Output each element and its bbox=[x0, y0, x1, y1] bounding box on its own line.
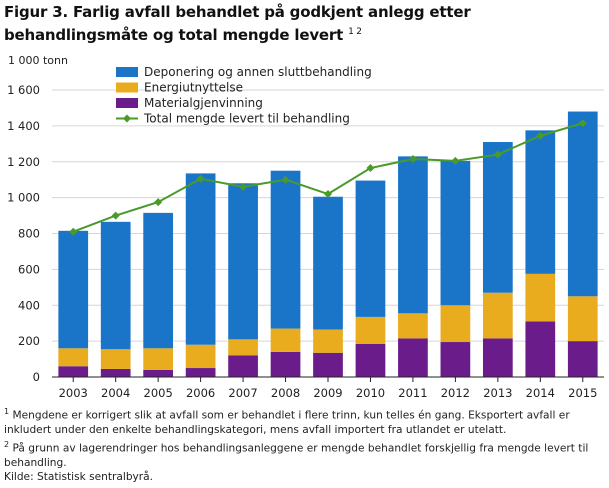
total-point-2008 bbox=[281, 175, 290, 184]
bar-energi-2010 bbox=[355, 316, 386, 344]
bar-deponering-2011 bbox=[398, 156, 428, 314]
bar-material-2014 bbox=[525, 321, 556, 377]
total-point-2007 bbox=[239, 182, 248, 191]
title-footnote-refs: 1 2 bbox=[348, 27, 362, 37]
axes: 0 200 400 600 800 1 000 1 200 1 400 1 600 2003 200… bbox=[7, 83, 604, 400]
source-note: Kilde: Statistisk sentralbyrå. bbox=[4, 471, 154, 484]
bar-deponering-2010 bbox=[355, 180, 386, 317]
chart-title: Figur 3. Farlig avfall behandlet på godk… bbox=[4, 3, 471, 44]
legend-swatch-material bbox=[116, 98, 138, 108]
bar-material-2010 bbox=[355, 343, 386, 377]
total-point-2006 bbox=[196, 174, 205, 183]
total-point-2012 bbox=[451, 156, 460, 165]
bar-deponering-2004 bbox=[100, 221, 131, 350]
x-tick-label: 2012 bbox=[441, 386, 470, 400]
total-point-2013 bbox=[493, 150, 502, 159]
x-tick-label: 2011 bbox=[398, 386, 427, 400]
bar-material-2009 bbox=[313, 352, 343, 377]
legend-label: Energiutnyttelse bbox=[144, 81, 243, 95]
legend-swatch-marker bbox=[123, 114, 131, 123]
legend: Deponering og annen sluttbehandling Energ… bbox=[116, 65, 372, 126]
x-tick-label: 2009 bbox=[313, 386, 342, 400]
bar-material-2005 bbox=[143, 369, 174, 377]
stacked-bar-chart: 0 200 400 600 800 1 000 1 200 1 400 1 600 2003 200… bbox=[7, 65, 604, 400]
total-point-2009 bbox=[324, 190, 332, 199]
bar-material-2015 bbox=[567, 341, 598, 377]
bar-material-2007 bbox=[228, 355, 258, 377]
y-tick-label: 0 bbox=[33, 370, 40, 384]
x-tick-label: 2014 bbox=[526, 386, 555, 400]
x-tick-label: 2003 bbox=[59, 386, 88, 400]
bar-deponering-2007 bbox=[228, 183, 258, 340]
bar-energi-2007 bbox=[228, 339, 258, 356]
bar-energi-2015 bbox=[567, 296, 598, 342]
bar-material-2011 bbox=[398, 338, 428, 377]
bar-material-2004 bbox=[100, 368, 131, 377]
bar-deponering-2008 bbox=[270, 170, 301, 329]
total-point-2011 bbox=[408, 155, 417, 164]
y-tick-label: 1 000 bbox=[7, 191, 40, 205]
bar-deponering-2013 bbox=[482, 142, 513, 293]
bar-energi-2003 bbox=[58, 348, 89, 367]
legend-label: Deponering og annen sluttbehandling bbox=[144, 65, 372, 79]
legend-swatch-energi bbox=[116, 82, 138, 93]
bar-energi-2013 bbox=[482, 292, 513, 339]
y-tick-label: 1 600 bbox=[7, 83, 40, 97]
bar-material-2013 bbox=[482, 338, 513, 377]
bar-material-2008 bbox=[270, 351, 301, 377]
total-point-2014 bbox=[536, 131, 545, 140]
bar-energi-2014 bbox=[525, 273, 556, 322]
bar-deponering-2014 bbox=[525, 130, 556, 274]
bar-energi-2005 bbox=[143, 348, 174, 370]
y-tick-label: 1 400 bbox=[7, 119, 40, 133]
bar-deponering-2015 bbox=[567, 111, 598, 297]
y-tick-label: 400 bbox=[18, 298, 40, 312]
bar-energi-2012 bbox=[440, 305, 471, 343]
bar-energi-2011 bbox=[398, 313, 428, 339]
bar-deponering-2005 bbox=[143, 212, 174, 349]
legend-swatch-deponering bbox=[116, 67, 138, 77]
bar-energi-2008 bbox=[270, 328, 301, 352]
x-tick-label: 2005 bbox=[144, 386, 173, 400]
bar-deponering-2003 bbox=[58, 230, 89, 349]
bar-material-2003 bbox=[58, 366, 89, 377]
y-tick-label: 1 200 bbox=[7, 155, 40, 169]
x-tick-label: 2010 bbox=[356, 386, 385, 400]
bars bbox=[58, 111, 598, 377]
total-point-2003 bbox=[69, 227, 78, 236]
x-tick-label: 2008 bbox=[271, 386, 300, 400]
total-point-2004 bbox=[111, 211, 120, 220]
x-tick-label: 2004 bbox=[101, 386, 130, 400]
bar-deponering-2012 bbox=[440, 160, 471, 306]
legend-label: Total mengde levert til behandling bbox=[143, 112, 350, 126]
y-axis-unit: 1 000 tonn bbox=[8, 54, 68, 67]
footnote-1: 1 Mengdene er korrigert slik at avfall s… bbox=[4, 407, 570, 437]
bar-energi-2009 bbox=[313, 329, 343, 353]
y-tick-label: 200 bbox=[18, 334, 40, 348]
x-tick-label: 2013 bbox=[483, 386, 512, 400]
bar-material-2006 bbox=[185, 368, 216, 377]
bar-deponering-2009 bbox=[313, 196, 343, 330]
total-point-2015 bbox=[578, 119, 587, 128]
x-tick-label: 2015 bbox=[568, 386, 597, 400]
total-point-2005 bbox=[154, 198, 163, 207]
bar-material-2012 bbox=[440, 342, 471, 377]
y-tick-label: 800 bbox=[18, 227, 40, 241]
total-point-2010 bbox=[366, 164, 375, 173]
x-tick-label: 2006 bbox=[186, 386, 215, 400]
x-tick-label: 2007 bbox=[228, 386, 257, 400]
bar-energi-2004 bbox=[100, 349, 131, 369]
total-line bbox=[69, 119, 587, 236]
bar-deponering-2006 bbox=[185, 173, 216, 345]
footnote-2: 2 På grunn av lagerendringer hos behandl… bbox=[4, 439, 589, 469]
bar-energi-2006 bbox=[185, 344, 216, 369]
footnotes: 1 Mengdene er korrigert slik at avfall s… bbox=[4, 405, 606, 485]
legend-label: Materialgjenvinning bbox=[144, 96, 263, 110]
y-tick-label: 600 bbox=[18, 262, 40, 276]
